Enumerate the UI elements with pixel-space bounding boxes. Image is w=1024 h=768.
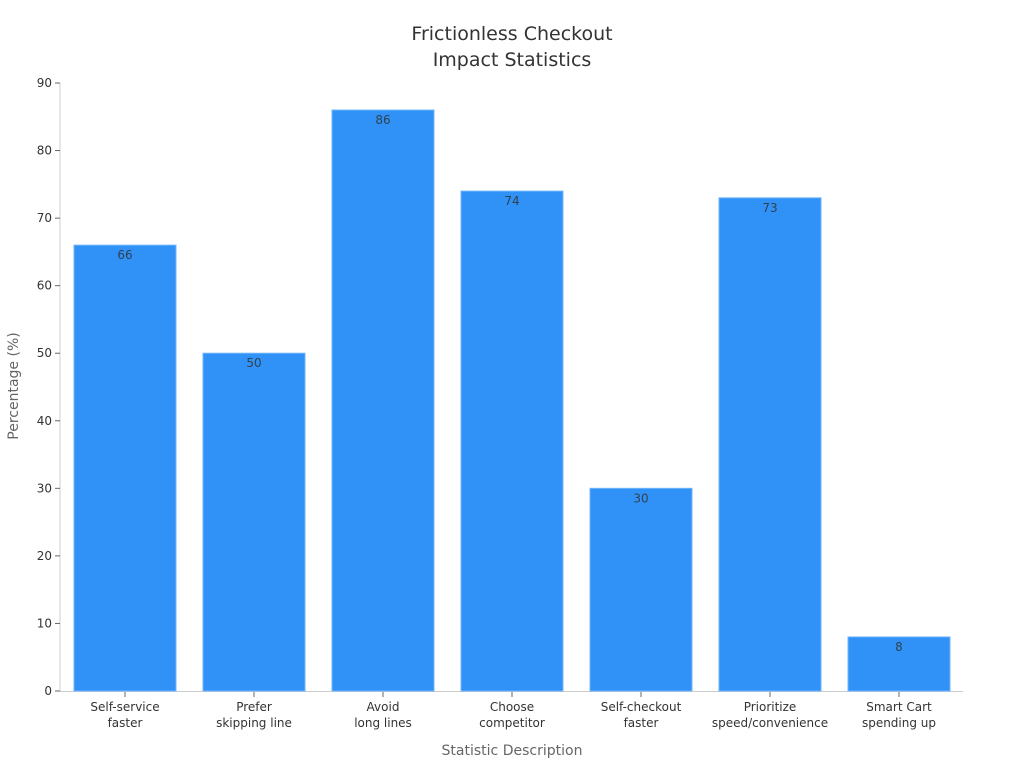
x-tick-label: Choose — [490, 700, 534, 714]
bar-value-label: 73 — [762, 201, 777, 215]
x-tick-label: Self-checkout — [601, 700, 682, 714]
bar — [718, 197, 822, 692]
y-axis: 0 10 20 30 40 50 60 70 80 90 — [37, 76, 61, 698]
bar — [331, 109, 435, 692]
y-tick-label: 80 — [37, 144, 52, 158]
y-tick-label: 40 — [37, 414, 52, 428]
bar-value-label: 30 — [633, 491, 648, 505]
bar — [847, 636, 951, 692]
x-axis-title: Statistic Description — [442, 743, 583, 759]
bars: 66 50 86 74 30 73 8 — [73, 109, 951, 692]
y-axis-title: Percentage (%) — [6, 332, 22, 439]
x-tick-label: competitor — [479, 716, 545, 730]
x-tick-label: faster — [624, 716, 659, 730]
bar — [460, 190, 564, 692]
bar — [73, 244, 177, 692]
x-tick-label: Prioritize — [744, 700, 797, 714]
x-tick-label: long lines — [354, 716, 412, 730]
y-tick-label: 30 — [37, 481, 52, 495]
bar-value-label: 66 — [117, 248, 132, 262]
x-axis: Self-service faster Prefer skipping line Avo… — [60, 691, 963, 730]
x-tick-label: Smart Cart — [866, 700, 932, 714]
y-tick-label: 60 — [37, 279, 52, 293]
chart-title-line: Impact Statistics — [433, 49, 592, 71]
y-tick-label: 20 — [37, 549, 52, 563]
bar-value-label: 8 — [895, 640, 903, 654]
x-tick-label: Prefer — [236, 700, 272, 714]
y-tick-label: 90 — [37, 76, 52, 90]
bar-value-label: 74 — [504, 194, 519, 208]
bar-value-label: 86 — [375, 113, 390, 127]
x-tick-label: speed/convenience — [712, 716, 828, 730]
y-tick-label: 50 — [37, 346, 52, 360]
bar — [202, 352, 306, 692]
x-tick-label: Avoid — [367, 700, 400, 714]
bar-value-label: 50 — [246, 356, 261, 370]
y-tick-label: 0 — [44, 684, 52, 698]
bar — [589, 487, 693, 692]
x-tick-label: spending up — [862, 716, 936, 730]
y-tick-label: 70 — [37, 211, 52, 225]
x-tick-label: skipping line — [216, 716, 292, 730]
x-tick-label: Self-service — [90, 700, 159, 714]
chart-title: Frictionless Checkout Impact Statistics — [411, 23, 612, 71]
x-tick-label: faster — [108, 716, 143, 730]
chart-title-line: Frictionless Checkout — [411, 23, 612, 45]
y-tick-label: 10 — [37, 616, 52, 630]
